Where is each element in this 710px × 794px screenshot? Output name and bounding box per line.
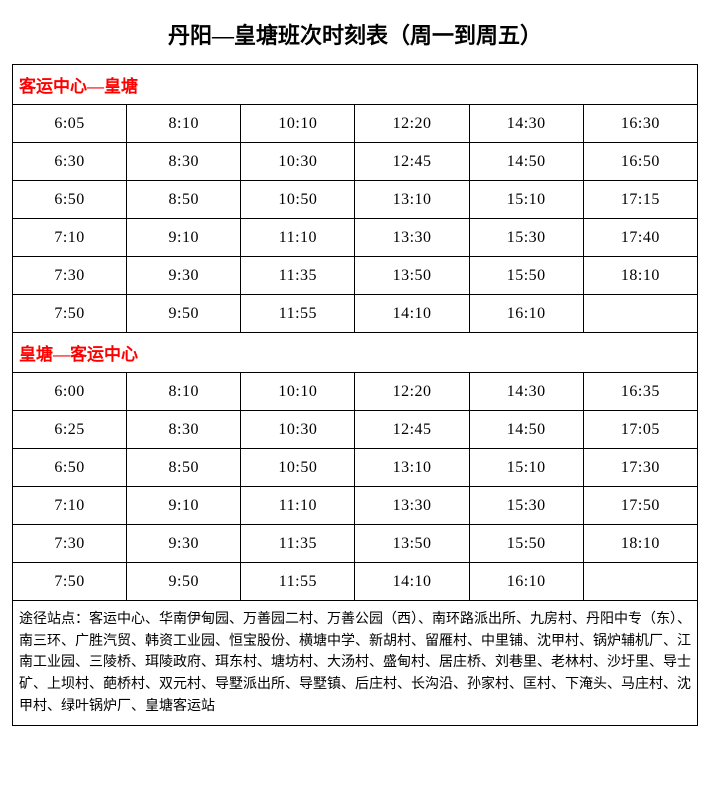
timetable: 客运中心—皇塘6:058:1010:1012:2014:3016:306:308… [12, 64, 698, 726]
section-header-row: 客运中心—皇塘 [13, 65, 698, 105]
time-cell: 9:10 [127, 219, 241, 257]
section-header-cell: 客运中心—皇塘 [13, 65, 698, 105]
time-cell: 6:00 [13, 373, 127, 411]
time-cell: 14:10 [355, 295, 469, 333]
time-cell: 7:30 [13, 525, 127, 563]
table-row: 6:258:3010:3012:4514:5017:05 [13, 411, 698, 449]
time-cell: 9:10 [127, 487, 241, 525]
time-cell: 17:30 [583, 449, 697, 487]
time-cell: 10:50 [241, 449, 355, 487]
time-cell: 14:30 [469, 105, 583, 143]
time-cell: 18:10 [583, 525, 697, 563]
time-cell: 6:50 [13, 449, 127, 487]
time-cell: 7:50 [13, 295, 127, 333]
time-cell: 17:15 [583, 181, 697, 219]
time-cell: 13:30 [355, 487, 469, 525]
time-cell: 8:30 [127, 411, 241, 449]
time-cell: 14:30 [469, 373, 583, 411]
time-cell: 16:30 [583, 105, 697, 143]
time-cell: 13:10 [355, 181, 469, 219]
time-cell: 17:05 [583, 411, 697, 449]
time-cell: 9:50 [127, 563, 241, 601]
table-row: 6:508:5010:5013:1015:1017:30 [13, 449, 698, 487]
time-cell: 12:45 [355, 411, 469, 449]
section-header-row: 皇塘—客运中心 [13, 333, 698, 373]
time-cell: 16:50 [583, 143, 697, 181]
time-cell: 15:30 [469, 487, 583, 525]
time-cell: 13:50 [355, 257, 469, 295]
time-cell: 9:30 [127, 525, 241, 563]
time-cell: 17:40 [583, 219, 697, 257]
time-cell: 8:50 [127, 449, 241, 487]
time-cell: 12:20 [355, 105, 469, 143]
table-row: 6:308:3010:3012:4514:5016:50 [13, 143, 698, 181]
time-cell: 6:30 [13, 143, 127, 181]
table-row: 7:509:5011:5514:1016:10 [13, 563, 698, 601]
time-cell: 15:30 [469, 219, 583, 257]
time-cell: 8:10 [127, 105, 241, 143]
time-cell [583, 295, 697, 333]
time-cell: 10:30 [241, 411, 355, 449]
time-cell: 13:30 [355, 219, 469, 257]
time-cell [583, 563, 697, 601]
time-cell: 15:10 [469, 449, 583, 487]
time-cell: 15:50 [469, 257, 583, 295]
table-row: 6:058:1010:1012:2014:3016:30 [13, 105, 698, 143]
time-cell: 10:30 [241, 143, 355, 181]
time-cell: 7:30 [13, 257, 127, 295]
time-cell: 14:50 [469, 143, 583, 181]
time-cell: 11:10 [241, 219, 355, 257]
time-cell: 11:35 [241, 257, 355, 295]
time-cell: 16:35 [583, 373, 697, 411]
page-title: 丹阳—皇塘班次时刻表（周一到周五） [12, 8, 698, 64]
time-cell: 16:10 [469, 295, 583, 333]
time-cell: 13:10 [355, 449, 469, 487]
time-cell: 9:30 [127, 257, 241, 295]
time-cell: 8:50 [127, 181, 241, 219]
table-row: 7:309:3011:3513:5015:5018:10 [13, 525, 698, 563]
time-cell: 6:25 [13, 411, 127, 449]
time-cell: 17:50 [583, 487, 697, 525]
table-row: 7:109:1011:1013:3015:3017:40 [13, 219, 698, 257]
time-cell: 12:20 [355, 373, 469, 411]
time-cell: 7:10 [13, 487, 127, 525]
time-cell: 13:50 [355, 525, 469, 563]
table-row: 7:109:1011:1013:3015:3017:50 [13, 487, 698, 525]
time-cell: 15:10 [469, 181, 583, 219]
table-row: 6:508:5010:5013:1015:1017:15 [13, 181, 698, 219]
footer-row: 途径站点：客运中心、华南伊甸园、万善园二村、万善公园（西）、南环路派出所、九房村… [13, 601, 698, 726]
timetable-container: 丹阳—皇塘班次时刻表（周一到周五） 客运中心—皇塘6:058:1010:1012… [0, 0, 710, 734]
time-cell: 10:10 [241, 105, 355, 143]
table-row: 7:309:3011:3513:5015:5018:10 [13, 257, 698, 295]
time-cell: 6:05 [13, 105, 127, 143]
time-cell: 10:10 [241, 373, 355, 411]
footer-cell: 途径站点：客运中心、华南伊甸园、万善园二村、万善公园（西）、南环路派出所、九房村… [13, 601, 698, 726]
time-cell: 6:50 [13, 181, 127, 219]
time-cell: 18:10 [583, 257, 697, 295]
time-cell: 11:10 [241, 487, 355, 525]
time-cell: 7:50 [13, 563, 127, 601]
time-cell: 12:45 [355, 143, 469, 181]
time-cell: 8:30 [127, 143, 241, 181]
time-cell: 7:10 [13, 219, 127, 257]
time-cell: 11:35 [241, 525, 355, 563]
time-cell: 11:55 [241, 563, 355, 601]
time-cell: 9:50 [127, 295, 241, 333]
time-cell: 15:50 [469, 525, 583, 563]
time-cell: 10:50 [241, 181, 355, 219]
section-header-cell: 皇塘—客运中心 [13, 333, 698, 373]
table-row: 7:509:5011:5514:1016:10 [13, 295, 698, 333]
table-row: 6:008:1010:1012:2014:3016:35 [13, 373, 698, 411]
time-cell: 8:10 [127, 373, 241, 411]
time-cell: 16:10 [469, 563, 583, 601]
time-cell: 11:55 [241, 295, 355, 333]
time-cell: 14:10 [355, 563, 469, 601]
time-cell: 14:50 [469, 411, 583, 449]
